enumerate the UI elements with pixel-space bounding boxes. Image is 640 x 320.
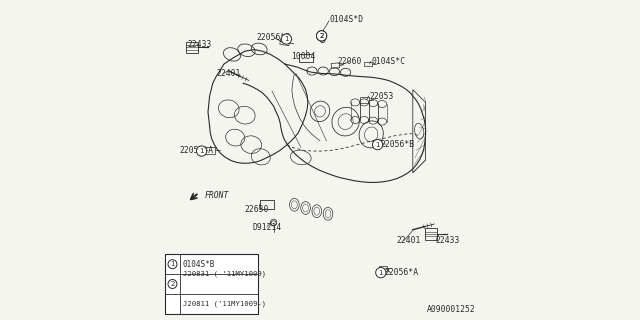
- Text: 22401: 22401: [216, 69, 241, 78]
- Bar: [165, 254, 258, 314]
- Text: 22433: 22433: [187, 40, 212, 49]
- Circle shape: [168, 260, 177, 269]
- Circle shape: [317, 31, 327, 41]
- Text: 0104S*B: 0104S*B: [183, 260, 215, 269]
- Text: 1: 1: [170, 261, 175, 267]
- Text: 22056*B: 22056*B: [381, 140, 415, 149]
- Text: 22433: 22433: [435, 236, 460, 245]
- Text: D91214: D91214: [253, 223, 282, 232]
- Text: FRONT: FRONT: [204, 191, 228, 200]
- Circle shape: [282, 34, 292, 44]
- Text: 10004: 10004: [291, 52, 316, 61]
- Text: 2: 2: [170, 281, 175, 287]
- Text: 22060: 22060: [338, 57, 362, 66]
- Text: 22056*A: 22056*A: [384, 268, 418, 277]
- Bar: [426, 228, 437, 240]
- Text: 22056*A: 22056*A: [179, 146, 213, 155]
- Text: J20811 ('11MY1009-): J20811 ('11MY1009-): [183, 300, 266, 307]
- Circle shape: [196, 146, 207, 156]
- Text: 2: 2: [319, 33, 324, 39]
- Text: 2: 2: [319, 33, 324, 39]
- Text: 22056*B: 22056*B: [256, 33, 290, 42]
- Text: 22630: 22630: [245, 205, 269, 214]
- Text: A090001252: A090001252: [426, 305, 475, 314]
- Bar: [260, 200, 275, 209]
- Circle shape: [168, 280, 177, 289]
- Circle shape: [376, 268, 386, 278]
- Text: 1: 1: [199, 148, 204, 154]
- Text: 22401: 22401: [397, 236, 421, 245]
- Text: 1: 1: [375, 142, 380, 148]
- Text: 0104S*C: 0104S*C: [371, 57, 405, 66]
- Text: 1: 1: [378, 270, 383, 276]
- Circle shape: [317, 31, 327, 41]
- Text: 0104S*D: 0104S*D: [330, 15, 364, 24]
- Circle shape: [372, 140, 383, 150]
- Bar: [186, 42, 198, 53]
- Bar: [298, 54, 312, 62]
- Text: 22053: 22053: [370, 92, 394, 100]
- Text: 1: 1: [284, 36, 289, 42]
- Text: J20831 (-'11MY1009): J20831 (-'11MY1009): [183, 271, 266, 277]
